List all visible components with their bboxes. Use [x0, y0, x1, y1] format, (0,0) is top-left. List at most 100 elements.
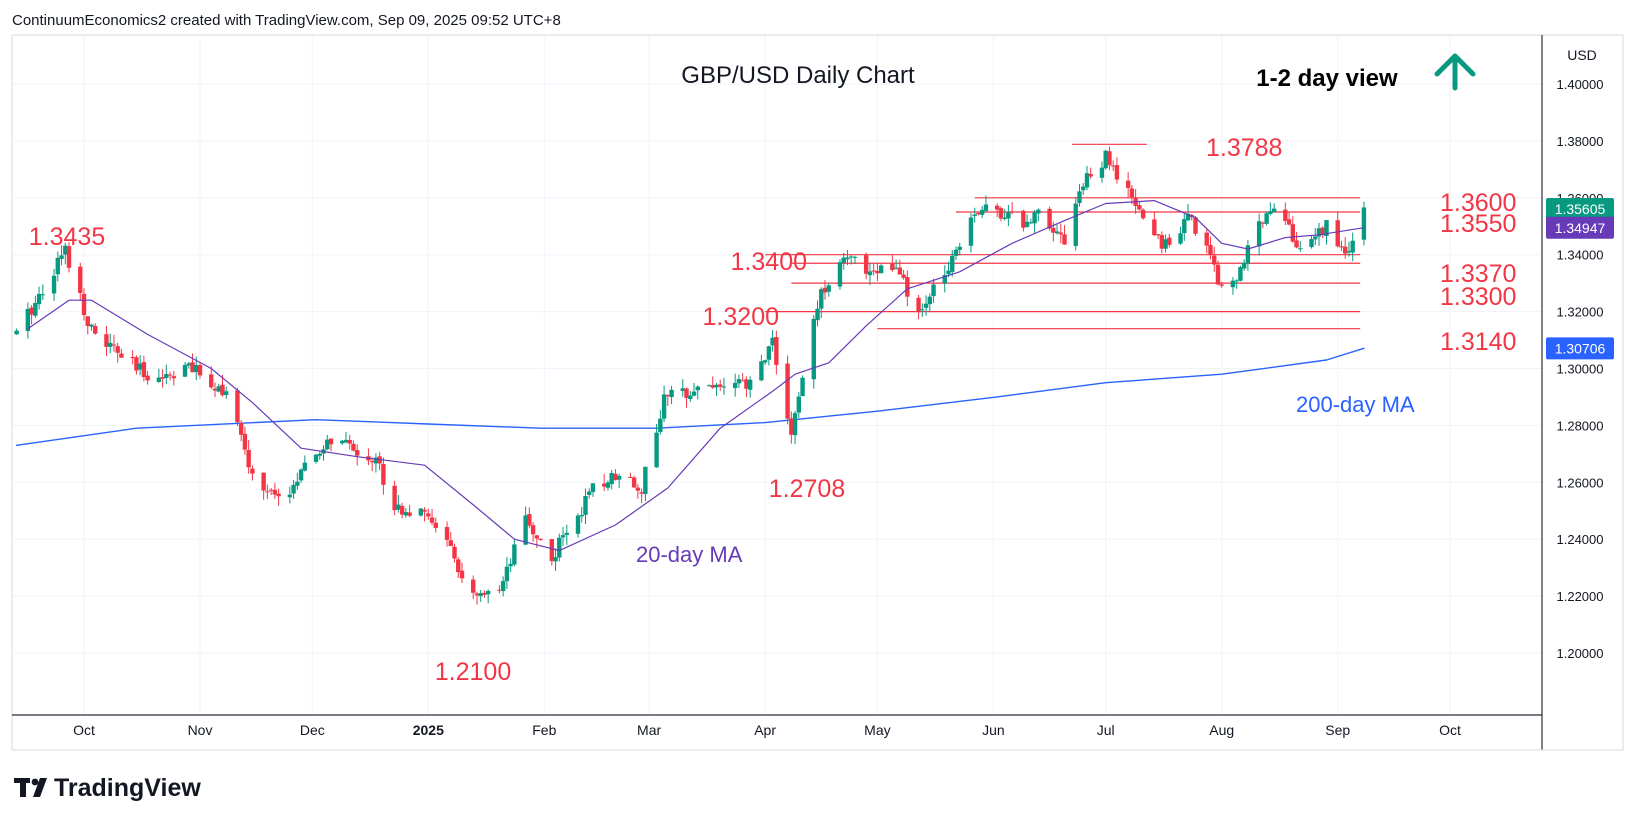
candle — [418, 508, 424, 517]
candle-body — [759, 361, 764, 381]
annotation-1-3600: 1.3600 — [1440, 189, 1516, 217]
candle — [1256, 213, 1262, 256]
candle-body — [762, 360, 768, 363]
candle-body — [994, 205, 1000, 210]
candle — [785, 355, 790, 425]
candle — [1343, 237, 1348, 259]
candle-body — [1294, 240, 1299, 248]
candle-body — [691, 391, 697, 396]
candle — [1346, 241, 1352, 257]
candle — [1099, 161, 1105, 183]
candle-body — [1073, 203, 1078, 247]
candle — [508, 558, 513, 572]
candle — [654, 423, 659, 468]
candle-body — [721, 386, 727, 388]
candle-body — [298, 469, 304, 481]
attribution-text: ContinuumEconomics2 created with Trading… — [12, 12, 561, 29]
x-tick-label: May — [864, 722, 890, 738]
candle-body — [276, 493, 281, 497]
candle-body — [1268, 211, 1273, 214]
svg-text:1.30706: 1.30706 — [1555, 340, 1606, 356]
candle-body — [224, 391, 229, 395]
candle-body — [1103, 150, 1108, 169]
candle-body — [527, 514, 532, 526]
candle — [796, 392, 802, 418]
candle-body — [998, 208, 1004, 219]
candle-body — [1178, 233, 1183, 244]
candle — [688, 391, 693, 402]
candle — [459, 562, 465, 584]
candle-body — [714, 384, 719, 388]
candle — [212, 382, 218, 398]
candle-body — [85, 316, 90, 327]
time-axis[interactable]: Oct Nov Dec 2025 Feb Mar Apr May Jun Jul Aug Sep Oct — [73, 722, 1461, 738]
candle — [732, 373, 738, 397]
svg-text:1.35605: 1.35605 — [1555, 201, 1606, 217]
candle — [1054, 224, 1060, 235]
candle — [1107, 146, 1112, 171]
candle-body — [1234, 280, 1239, 282]
candle-body — [104, 334, 109, 347]
candle-body — [452, 546, 457, 559]
candle — [710, 376, 715, 389]
candle-body — [1271, 208, 1277, 213]
annotation-1-3435: 1.3435 — [29, 223, 105, 251]
candle — [1036, 208, 1041, 222]
candle — [291, 479, 296, 499]
candle — [1077, 184, 1082, 207]
candle — [224, 386, 229, 399]
candle — [1350, 232, 1355, 262]
candle — [1212, 246, 1217, 272]
candle — [968, 213, 974, 253]
candle-body — [953, 249, 959, 256]
candle — [538, 538, 543, 541]
candle — [976, 212, 981, 216]
candle-body — [429, 517, 435, 523]
candle — [1193, 215, 1198, 236]
candle — [482, 590, 487, 598]
candle — [800, 375, 805, 397]
candle-body — [927, 296, 932, 305]
candle-body — [1152, 219, 1157, 236]
candle-body — [63, 245, 68, 255]
candle — [295, 472, 300, 490]
candle-body — [134, 357, 139, 371]
candle-body — [422, 509, 427, 512]
candle — [156, 368, 162, 383]
y-tick-label: 1.22000 — [1557, 589, 1604, 604]
candle — [534, 534, 540, 548]
tradingview-logo[interactable]: TradingView — [14, 774, 201, 802]
candle-body — [156, 377, 162, 383]
candle-body — [130, 357, 135, 359]
candle-body — [186, 363, 191, 366]
candle-body — [553, 557, 558, 562]
candle-body — [893, 267, 899, 269]
candle-body — [25, 308, 31, 332]
candle — [549, 538, 555, 566]
candle — [747, 376, 753, 398]
candle-body — [29, 307, 34, 315]
candle — [381, 457, 386, 495]
candle-body — [587, 491, 592, 495]
ma20-layer — [27, 200, 1365, 552]
candle — [1204, 228, 1209, 254]
candle-body — [59, 255, 64, 259]
candle-body — [1051, 227, 1056, 233]
candle — [1185, 204, 1191, 222]
tradingview-logo-icon — [14, 778, 47, 797]
candle-body — [972, 214, 977, 216]
candle-body — [212, 388, 218, 391]
candle-body — [1219, 284, 1224, 286]
candle-body — [1062, 234, 1067, 245]
candle-body — [343, 439, 349, 443]
candle-body — [426, 513, 431, 517]
candle — [452, 543, 457, 563]
candle — [444, 521, 450, 547]
candle-body — [875, 270, 880, 274]
candle — [137, 355, 143, 376]
candle-body — [654, 432, 659, 468]
candle — [616, 473, 622, 489]
candle-body — [639, 492, 644, 494]
candle — [665, 394, 671, 407]
